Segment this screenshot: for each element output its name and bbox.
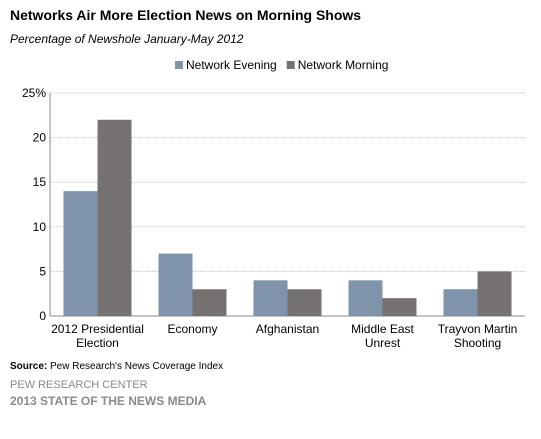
bar xyxy=(253,280,288,316)
bar xyxy=(348,280,383,316)
footer-org: PEW RESEARCH CENTER xyxy=(10,379,148,391)
bar xyxy=(287,289,322,316)
x-tick-label: Afghanistan xyxy=(255,322,320,336)
x-tick-label: 2012 Presidential Election xyxy=(51,322,144,350)
y-tick-label: 25% xyxy=(22,86,46,100)
bar xyxy=(192,289,227,316)
bar xyxy=(63,191,98,316)
y-tick-label: 10 xyxy=(33,220,47,234)
bar xyxy=(443,289,478,316)
y-tick-label: 0 xyxy=(39,309,46,323)
source-text: Pew Research's News Coverage Index xyxy=(50,361,223,372)
legend-label: Network Morning xyxy=(298,58,389,72)
x-tick-label: Trayvon Martin Shooting xyxy=(437,322,518,350)
bar xyxy=(97,119,132,316)
y-tick-label: 15 xyxy=(33,175,47,189)
bar xyxy=(477,271,512,316)
x-tick-label: Economy xyxy=(167,322,218,336)
x-tick-label: Middle East Unrest xyxy=(351,322,414,350)
bar xyxy=(382,298,417,316)
legend-swatch xyxy=(286,61,295,69)
legend-label: Network Evening xyxy=(186,58,277,72)
legend-swatch xyxy=(175,61,183,69)
y-tick-label: 5 xyxy=(39,264,46,278)
y-tick-label: 20 xyxy=(33,131,47,145)
chart-subtitle: Percentage of Newshole January-May 2012 xyxy=(10,32,244,46)
chart-title: Networks Air More Election News on Morni… xyxy=(10,7,361,23)
bar xyxy=(158,253,193,316)
footer-report: 2013 STATE OF THE NEWS MEDIA xyxy=(10,394,207,408)
source-label: Source: xyxy=(10,361,47,372)
